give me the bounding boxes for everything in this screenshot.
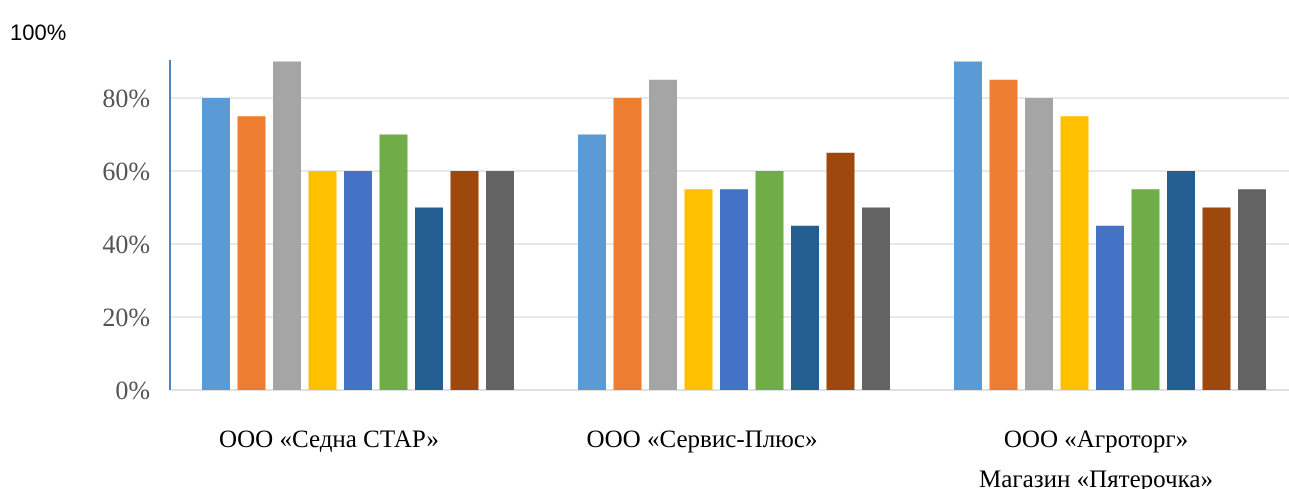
bar-series4-cat1 bbox=[308, 171, 337, 390]
y-tick-label: 80% bbox=[102, 84, 150, 113]
bar-series2-cat2 bbox=[613, 98, 642, 390]
bar-series7-cat3 bbox=[1167, 171, 1195, 390]
bar-series9-cat1 bbox=[486, 171, 514, 390]
y-top-label: 100% bbox=[10, 20, 66, 45]
bar-series8-cat3 bbox=[1202, 207, 1231, 390]
bars bbox=[202, 61, 1266, 390]
bar-series5-cat3 bbox=[1096, 225, 1124, 390]
bar-series8-cat2 bbox=[826, 152, 855, 390]
bar-series3-cat3 bbox=[1025, 98, 1053, 390]
bar-series6-cat1 bbox=[379, 134, 408, 390]
bar-series9-cat3 bbox=[1238, 189, 1266, 390]
category-label: Магазин «Пятерочка» bbox=[979, 466, 1213, 489]
category-label: ООО «Агроторг» bbox=[1004, 426, 1188, 453]
y-tick-label: 40% bbox=[102, 230, 150, 259]
bar-series5-cat1 bbox=[344, 171, 372, 390]
bar-series3-cat2 bbox=[649, 79, 677, 390]
bar-series2-cat1 bbox=[237, 116, 266, 390]
category-label: ООО «Сервис-Плюс» bbox=[587, 426, 818, 453]
bar-series6-cat2 bbox=[755, 171, 784, 390]
bar-series4-cat2 bbox=[684, 189, 713, 390]
bar-series4-cat3 bbox=[1060, 116, 1089, 390]
y-tick-label: 20% bbox=[102, 303, 150, 332]
bar-series9-cat2 bbox=[862, 207, 890, 390]
bar-series6-cat3 bbox=[1131, 189, 1160, 390]
bar-series7-cat1 bbox=[415, 207, 443, 390]
bar-series3-cat1 bbox=[273, 61, 301, 390]
y-axis: 0% 20% 40% 60% 80% 100% bbox=[10, 20, 171, 405]
bar-series1-cat3 bbox=[954, 61, 982, 390]
bar-series1-cat1 bbox=[202, 98, 230, 390]
x-axis-labels: ООО «Седна СТАР» ООО «Сервис-Плюс» ООО «Аг… bbox=[219, 426, 1213, 489]
bar-series7-cat2 bbox=[791, 225, 819, 390]
bar-series2-cat3 bbox=[989, 79, 1018, 390]
category-label: ООО «Седна СТАР» bbox=[219, 426, 439, 453]
y-tick-label: 0% bbox=[115, 376, 150, 405]
y-tick-label: 60% bbox=[102, 157, 150, 186]
bar-series8-cat1 bbox=[450, 171, 479, 390]
bar-series1-cat2 bbox=[578, 134, 606, 390]
bar-series5-cat2 bbox=[720, 189, 748, 390]
